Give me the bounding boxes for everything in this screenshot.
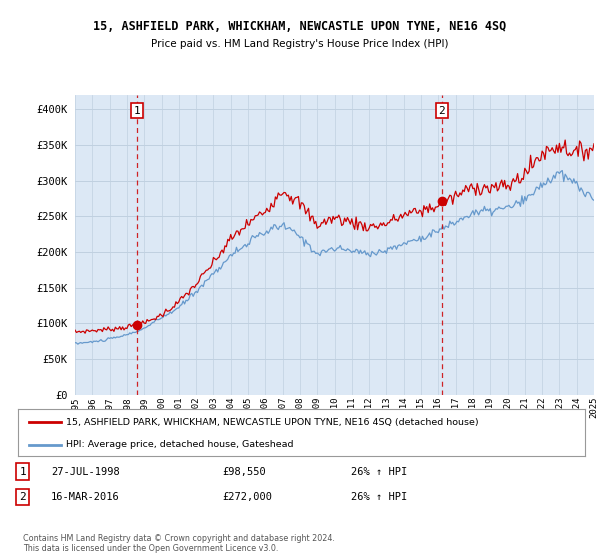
Text: £272,000: £272,000 — [222, 492, 272, 502]
Text: 2: 2 — [19, 492, 26, 502]
Text: Price paid vs. HM Land Registry's House Price Index (HPI): Price paid vs. HM Land Registry's House … — [151, 39, 449, 49]
Text: 26% ↑ HPI: 26% ↑ HPI — [351, 466, 407, 477]
Text: 1: 1 — [134, 106, 140, 116]
Text: 26% ↑ HPI: 26% ↑ HPI — [351, 492, 407, 502]
Text: 15, ASHFIELD PARK, WHICKHAM, NEWCASTLE UPON TYNE, NE16 4SQ (detached house): 15, ASHFIELD PARK, WHICKHAM, NEWCASTLE U… — [66, 418, 479, 427]
Text: £98,550: £98,550 — [222, 466, 266, 477]
Text: Contains HM Land Registry data © Crown copyright and database right 2024.
This d: Contains HM Land Registry data © Crown c… — [23, 534, 335, 553]
Text: 2: 2 — [439, 106, 445, 116]
Text: 15, ASHFIELD PARK, WHICKHAM, NEWCASTLE UPON TYNE, NE16 4SQ: 15, ASHFIELD PARK, WHICKHAM, NEWCASTLE U… — [94, 20, 506, 32]
Text: HPI: Average price, detached house, Gateshead: HPI: Average price, detached house, Gate… — [66, 440, 293, 449]
Text: 16-MAR-2016: 16-MAR-2016 — [51, 492, 120, 502]
Text: 1: 1 — [19, 466, 26, 477]
Text: 27-JUL-1998: 27-JUL-1998 — [51, 466, 120, 477]
